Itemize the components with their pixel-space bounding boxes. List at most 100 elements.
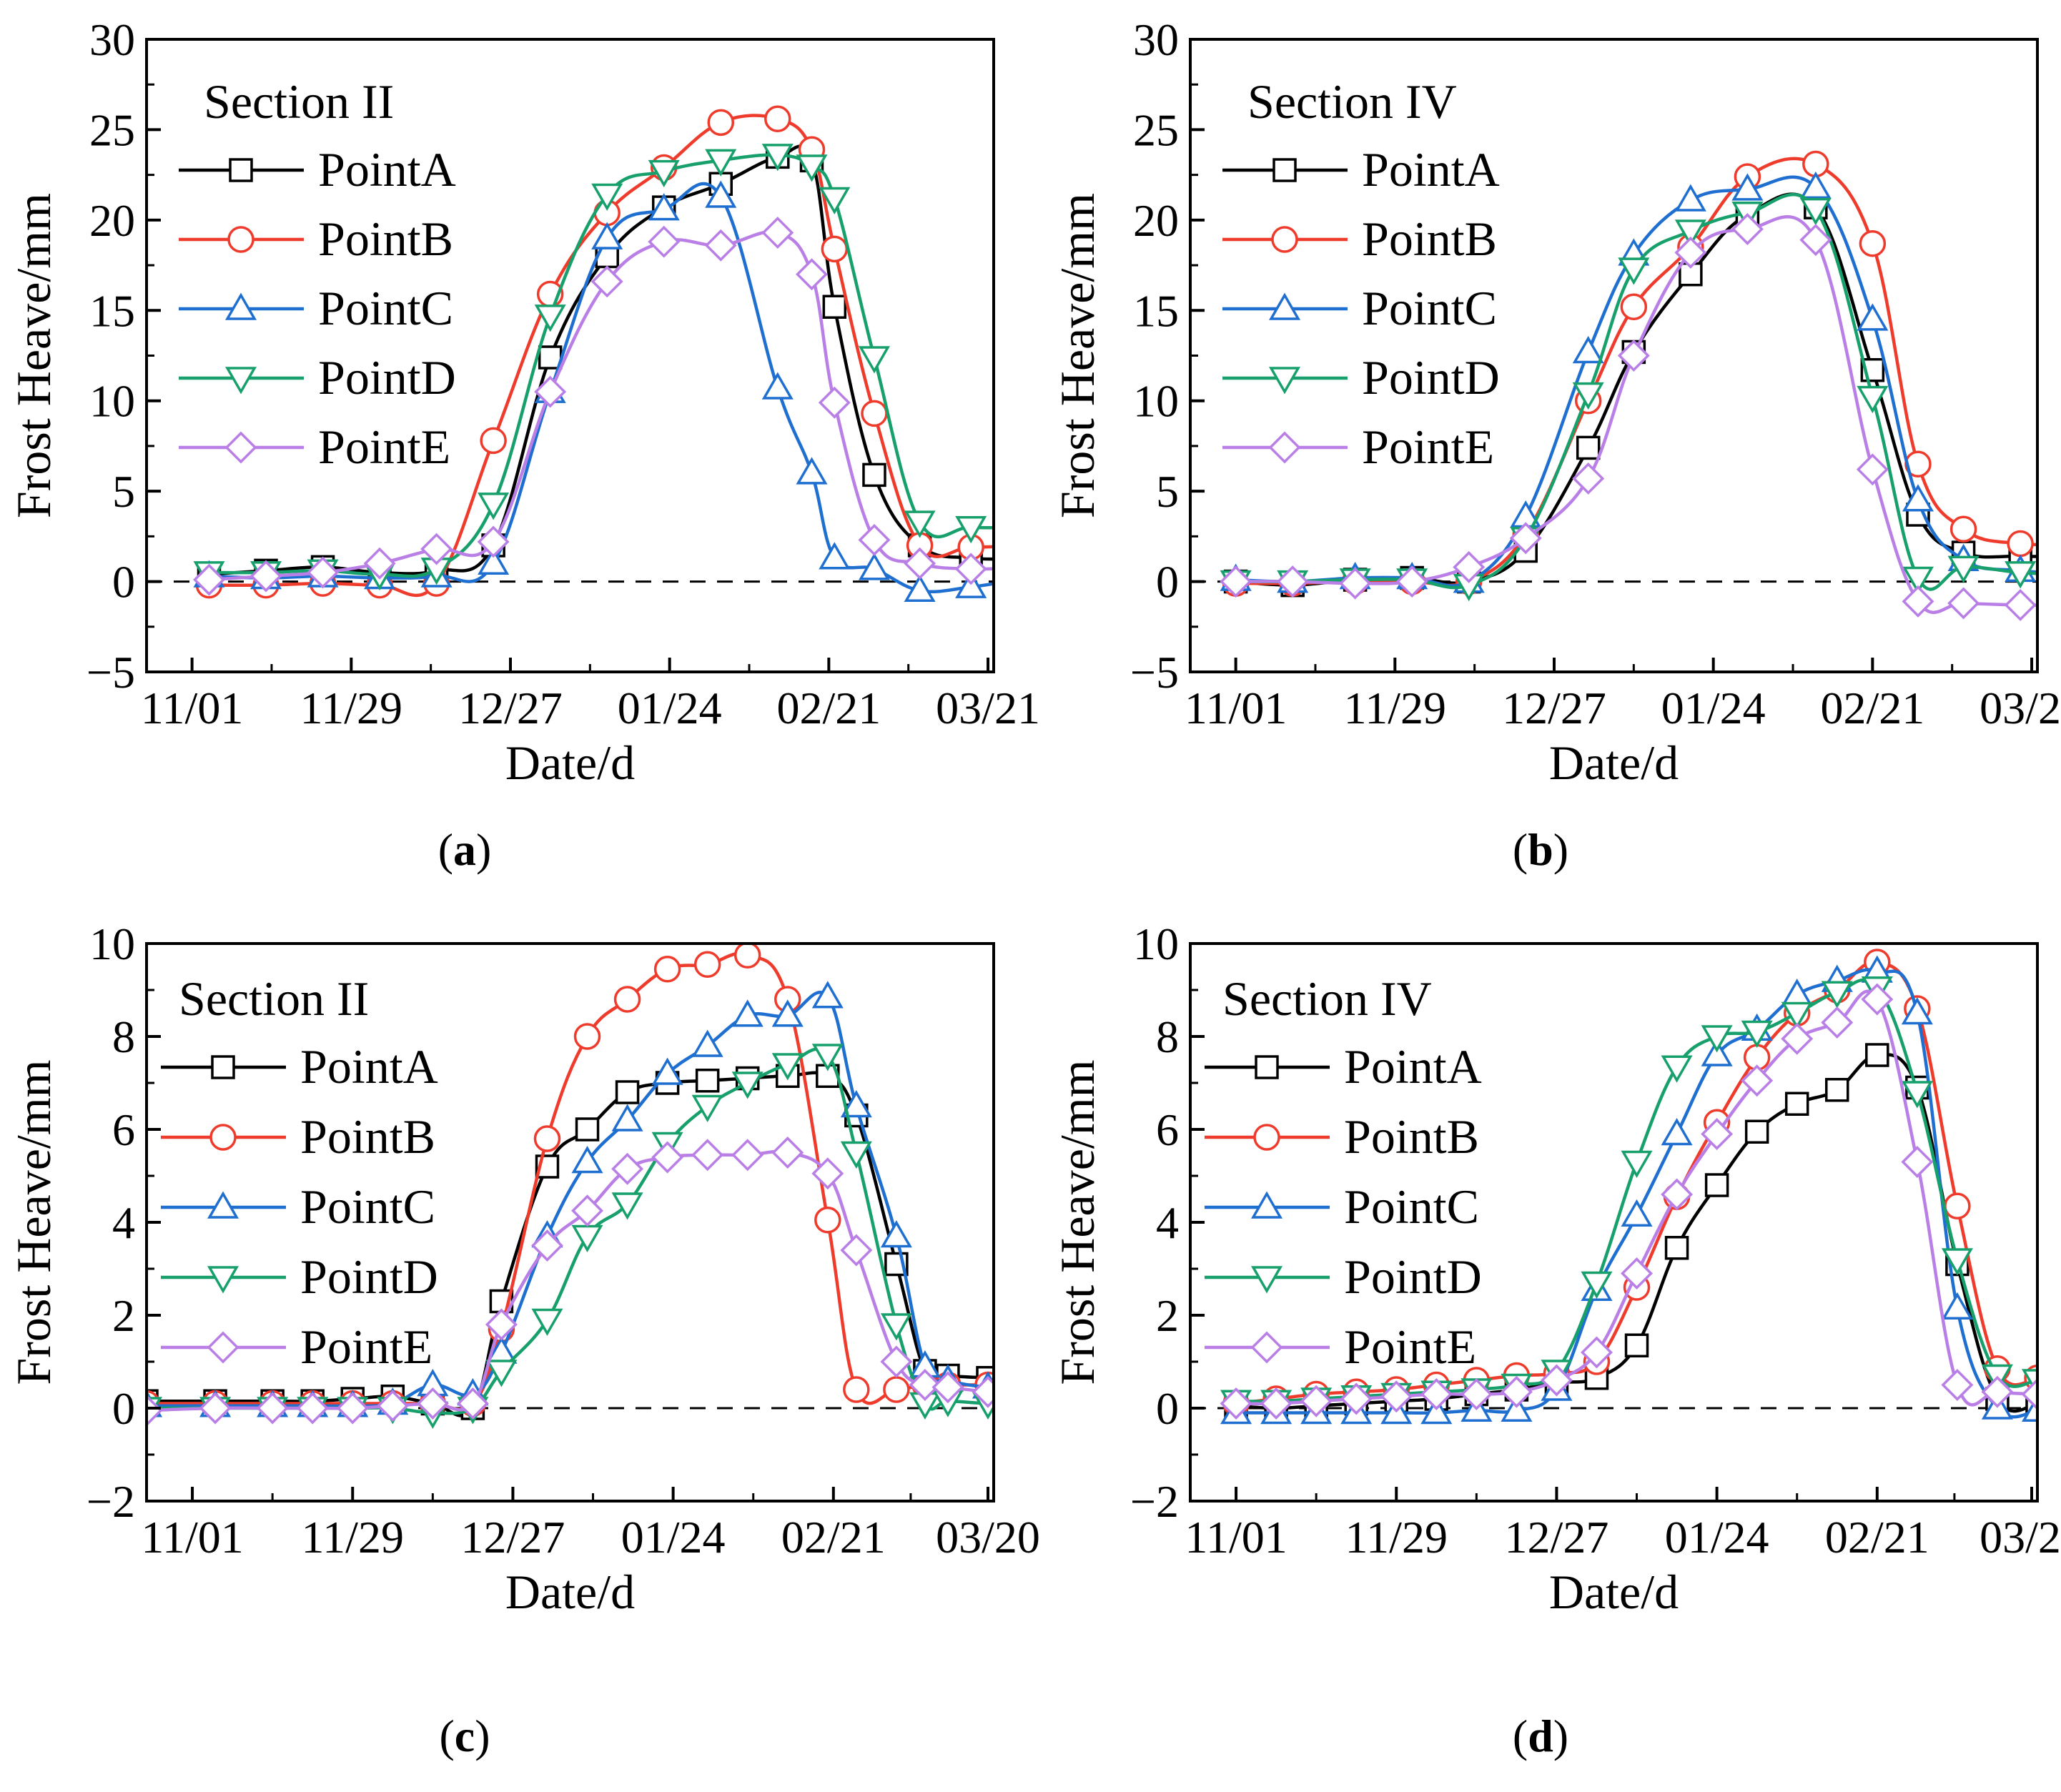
marker-triangle-down: [224, 367, 257, 395]
marker-circle: [1859, 229, 1887, 257]
marker-diamond: [1617, 340, 1650, 372]
marker-circle: [533, 1125, 561, 1152]
marker-diamond: [1339, 567, 1372, 600]
marker-diamond: [1781, 1022, 1814, 1055]
y-tick-label: −5: [87, 647, 135, 698]
y-tick-label: 0: [112, 557, 135, 608]
marker-circle: [733, 944, 761, 969]
chart-panel-b: −5 0 5 10 15 20 25 30 11/01 11/29 12/27 01/24 02/21 0…: [1050, 14, 2061, 875]
marker-square: [1744, 1119, 1769, 1144]
marker-triangle-up: [1661, 1117, 1693, 1146]
marker-triangle-up: [571, 1145, 603, 1174]
legend-label-PointE: PointE: [1362, 420, 1494, 474]
marker-triangle-up: [224, 292, 257, 320]
marker-triangle-down: [1014, 518, 1042, 541]
marker-triangle-down: [1009, 1394, 1036, 1417]
marker-circle: [707, 109, 735, 137]
marker-triangle-down: [1941, 1248, 1973, 1276]
legend-label-PointC: PointC: [318, 281, 453, 335]
marker-triangle-up: [1621, 1199, 1653, 1227]
marker-square: [1825, 1078, 1849, 1102]
y-tick-label: 15: [89, 285, 135, 336]
series-line-PointE: [1235, 215, 2037, 615]
marker-triangle-down: [1618, 257, 1650, 285]
marker-diamond: [456, 1387, 489, 1420]
marker-circle: [1944, 1192, 1971, 1219]
marker-diamond: [420, 533, 453, 565]
marker-triangle-up: [731, 999, 763, 1027]
marker-circle: [1016, 533, 1040, 558]
series-line-PointD: [1235, 192, 2037, 591]
marker-square: [615, 1080, 640, 1104]
marker-circle: [843, 1376, 870, 1403]
marker-triangle-down: [1661, 1055, 1693, 1083]
marker-triangle-up: [904, 574, 936, 602]
legend-label-PointD: PointD: [1362, 350, 1500, 405]
marker-triangle-up: [1857, 303, 1889, 331]
x-tick-label: 12/27: [1505, 1512, 1609, 1563]
y-tick-label: −2: [1130, 1476, 1179, 1527]
marker-square: [1017, 548, 1039, 569]
y-tick-label: 10: [1133, 376, 1179, 427]
legend-label-PointB: PointB: [318, 212, 453, 266]
y-tick-label: 5: [112, 466, 135, 517]
plot-area: [1220, 150, 2037, 621]
marker-diamond: [858, 523, 891, 556]
marker-diamond: [1821, 1006, 1854, 1039]
marker-diamond: [590, 265, 623, 298]
y-axis-label: Frost Heave/mm: [1050, 193, 1104, 518]
x-axis-label: Date/d: [505, 736, 635, 790]
legend-label-PointB: PointB: [1362, 212, 1497, 266]
x-axis-label: Date/d: [1549, 736, 1679, 790]
marker-circle: [1949, 515, 1977, 543]
marker-triangle-down: [1268, 367, 1301, 395]
marker-diamond: [1300, 1385, 1333, 1417]
marker-triangle-up: [1941, 1292, 1973, 1320]
legend-label-PointC: PointC: [300, 1179, 435, 1234]
marker-triangle-down: [955, 515, 987, 544]
y-axis-label: Frost Heave/mm: [1050, 1059, 1104, 1385]
series-line-PointB: [1235, 157, 2037, 588]
marker-triangle-up: [819, 542, 851, 570]
marker-triangle-up: [858, 553, 891, 580]
marker-diamond: [2021, 1378, 2037, 1410]
section-title: Section IV: [1247, 74, 1457, 129]
marker-triangle-down: [796, 154, 828, 182]
marker-triangle-up: [591, 222, 623, 249]
marker-square: [695, 1069, 720, 1093]
marker-diamond: [840, 1234, 873, 1267]
marker-circle: [1271, 226, 1298, 253]
legend-label-PointE: PointE: [300, 1320, 433, 1374]
marker-triangle-up: [691, 1029, 723, 1057]
marker-diamond: [1250, 1331, 1283, 1364]
marker-triangle-down: [534, 305, 566, 332]
marker-circle: [2007, 530, 2034, 558]
legend: PointA PointB PointC PointD PointE: [161, 1039, 438, 1374]
marker-diamond: [416, 1387, 449, 1420]
legend-label-PointC: PointC: [1362, 281, 1497, 335]
y-tick-label: 10: [89, 376, 135, 427]
marker-diamond: [811, 1157, 844, 1190]
marker-triangle-down: [571, 1224, 603, 1253]
marker-diamond: [1901, 1146, 1934, 1178]
marker-circle: [883, 1376, 910, 1403]
marker-triangle-up: [955, 570, 987, 598]
y-tick-label: 4: [1156, 1197, 1179, 1248]
marker-triangle-down: [880, 1313, 912, 1341]
y-tick-label: 0: [1156, 1383, 1179, 1434]
marker-triangle-up: [1014, 565, 1042, 588]
marker-triangle-up: [761, 372, 794, 400]
y-tick-label: 8: [1156, 1011, 1179, 1062]
marker-circle: [764, 105, 791, 133]
marker-diamond: [363, 547, 396, 580]
series-line-PointC: [1235, 175, 2037, 588]
marker-square: [1664, 1236, 1689, 1260]
marker-diamond: [1861, 983, 1894, 1016]
marker-triangle-up: [1901, 996, 1933, 1025]
marker-diamond: [1661, 1178, 1694, 1211]
marker-triangle-down: [1250, 1266, 1283, 1294]
x-tick-label: 03/20: [936, 1512, 1040, 1563]
y-tick-label: 25: [1133, 104, 1179, 155]
marker-diamond: [931, 1371, 964, 1404]
legend: PointA PointB PointC PointD PointE: [1205, 1039, 1482, 1374]
